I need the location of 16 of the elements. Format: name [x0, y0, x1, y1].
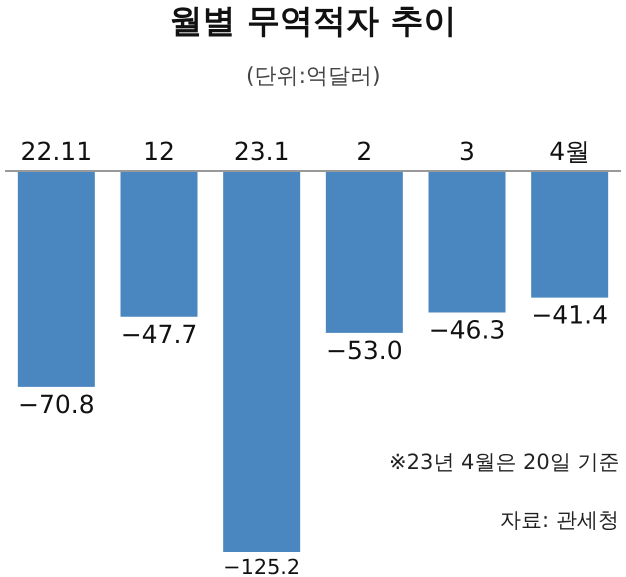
annotation: 자료: 관세청 — [500, 508, 619, 532]
chart-title: 월별 무역적자 추이 — [170, 0, 456, 40]
x-tick-label: 2 — [356, 137, 372, 166]
data-label: −46.3 — [428, 316, 506, 345]
x-tick-label: 4월 — [549, 137, 590, 166]
data-label: −53.0 — [326, 336, 403, 365]
x-tick-label: 22.11 — [20, 137, 92, 166]
chart-subtitle: (단위:억달러) — [246, 64, 381, 89]
x-tick-label: 3 — [459, 137, 475, 166]
data-label: −47.7 — [120, 320, 198, 349]
data-label: −41.4 — [531, 300, 608, 330]
annotation: ※23년 4월은 20일 기준 — [389, 450, 620, 474]
x-tick-label: 12 — [143, 137, 175, 166]
data-label: −70.8 — [18, 390, 95, 419]
data-label: −125.2 — [223, 555, 300, 577]
x-tick-label: 23.1 — [234, 137, 290, 166]
